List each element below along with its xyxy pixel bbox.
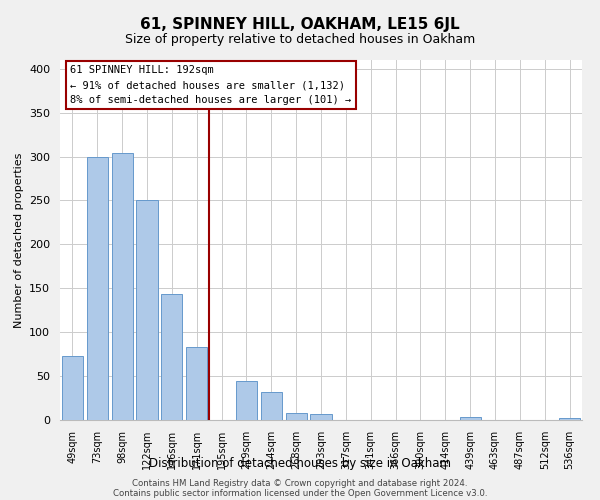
Bar [310,414,332,420]
Bar [112,153,133,420]
Bar [236,382,257,420]
Bar [62,356,83,420]
Text: 61 SPINNEY HILL: 192sqm
← 91% of detached houses are smaller (1,132)
8% of semi-: 61 SPINNEY HILL: 192sqm ← 91% of detache… [70,66,352,105]
Text: Distribution of detached houses by size in Oakham: Distribution of detached houses by size … [149,458,451,470]
Text: Contains public sector information licensed under the Open Government Licence v3: Contains public sector information licen… [113,488,487,498]
Text: Contains HM Land Registry data © Crown copyright and database right 2024.: Contains HM Land Registry data © Crown c… [132,478,468,488]
Bar [186,347,207,420]
Bar [286,413,307,420]
Text: 61, SPINNEY HILL, OAKHAM, LE15 6JL: 61, SPINNEY HILL, OAKHAM, LE15 6JL [140,18,460,32]
Bar [261,392,282,420]
Y-axis label: Number of detached properties: Number of detached properties [14,152,23,328]
Bar [161,294,182,420]
Bar [136,200,158,420]
Bar [460,418,481,420]
Text: Size of property relative to detached houses in Oakham: Size of property relative to detached ho… [125,32,475,46]
Bar [559,418,580,420]
Bar [87,158,108,420]
